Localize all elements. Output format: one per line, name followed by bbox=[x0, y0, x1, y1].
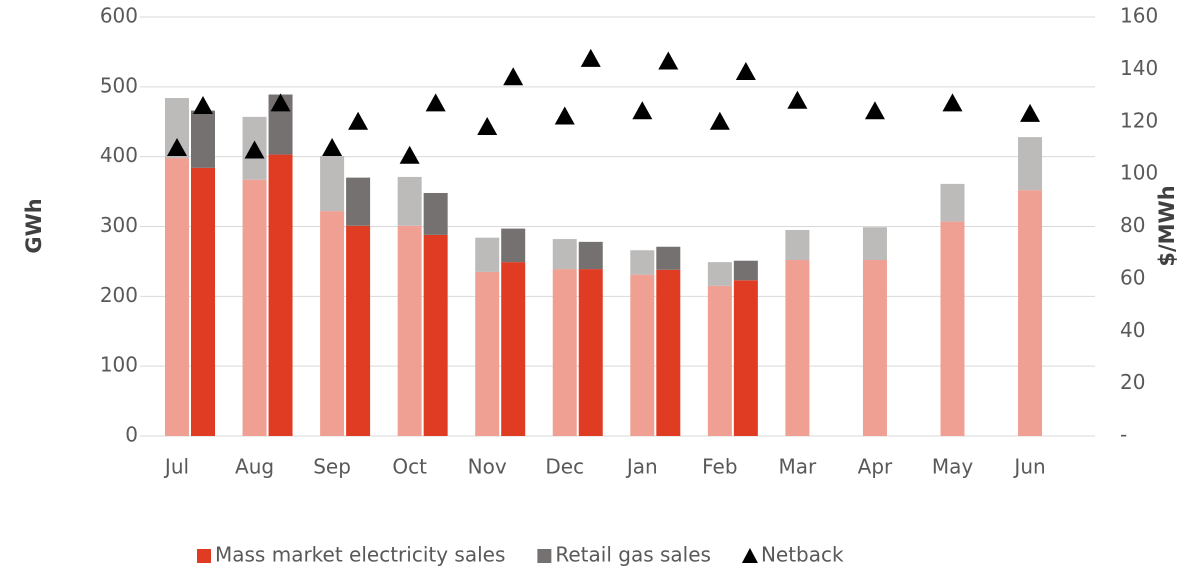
legend-label: Mass market electricity sales bbox=[215, 543, 505, 567]
bar-segment bbox=[707, 285, 732, 436]
x-tick-label: Mar bbox=[779, 455, 818, 479]
netback-marker bbox=[167, 137, 187, 156]
legend-label: Retail gas sales bbox=[555, 543, 711, 567]
y-tick-label: 500 bbox=[100, 73, 138, 97]
netback-marker bbox=[787, 90, 808, 109]
netback-marker bbox=[709, 111, 730, 130]
bar-segment bbox=[191, 167, 215, 436]
bar-segment bbox=[707, 262, 732, 286]
y2-tick-label: 120 bbox=[1120, 108, 1158, 132]
y-tick-label: 600 bbox=[100, 4, 138, 28]
netback-marker bbox=[632, 101, 653, 120]
y-tick-label: 100 bbox=[100, 353, 138, 377]
netback-marker bbox=[554, 106, 575, 125]
bar-segment bbox=[1018, 137, 1043, 191]
y2-tick-label: 80 bbox=[1120, 213, 1145, 237]
bar-segment bbox=[191, 110, 215, 168]
netback-marker bbox=[864, 101, 885, 120]
bar-segment bbox=[940, 183, 965, 222]
x-tick-label: Nov bbox=[468, 455, 507, 479]
bar-segment bbox=[656, 269, 681, 436]
x-tick-label: Jul bbox=[163, 455, 189, 479]
y2-tick-label: 160 bbox=[1120, 4, 1158, 28]
netback-marker bbox=[270, 93, 291, 112]
y-tick-label: 200 bbox=[100, 283, 138, 307]
bar-segment bbox=[268, 154, 293, 437]
bar-segment bbox=[320, 211, 345, 436]
y2-tick-label: 60 bbox=[1120, 265, 1145, 289]
y2-tick-label: - bbox=[1120, 423, 1127, 447]
netback-marker bbox=[942, 93, 963, 112]
y-tick-label: 0 bbox=[125, 423, 138, 447]
y2-tick-label: 100 bbox=[1120, 161, 1158, 185]
bar-segment bbox=[630, 250, 655, 275]
netback-marker bbox=[580, 48, 601, 67]
bar-segment bbox=[733, 280, 758, 436]
bar-segment bbox=[630, 274, 655, 436]
x-tick-label: Aug bbox=[235, 455, 274, 479]
bar-segment bbox=[552, 269, 577, 436]
y-axis-title: GWh bbox=[22, 198, 46, 253]
netback-marker bbox=[503, 67, 524, 86]
bar-segment bbox=[501, 262, 526, 436]
netback-marker bbox=[1020, 103, 1041, 122]
y2-tick-label: 20 bbox=[1120, 370, 1145, 394]
bar-segment bbox=[733, 260, 758, 281]
bar-segment bbox=[785, 229, 810, 261]
bar-segment bbox=[475, 237, 500, 272]
bar-segment bbox=[578, 241, 603, 270]
bar-segment bbox=[242, 179, 267, 436]
x-tick-label: Feb bbox=[702, 455, 737, 479]
bar-segment bbox=[785, 260, 810, 436]
bar-segment bbox=[940, 221, 965, 436]
bar-segment bbox=[423, 192, 448, 235]
netback-marker bbox=[477, 116, 498, 135]
netback-marker bbox=[425, 93, 446, 112]
legend-swatch bbox=[197, 549, 211, 563]
bar-segment bbox=[165, 158, 189, 436]
netback-marker bbox=[193, 96, 213, 115]
y-tick-label: 400 bbox=[100, 143, 138, 167]
bar-segment bbox=[475, 271, 500, 436]
netback-marker bbox=[399, 145, 420, 164]
x-tick-label: May bbox=[932, 455, 974, 479]
netback-marker bbox=[658, 51, 679, 70]
x-tick-label: Jun bbox=[1012, 455, 1045, 479]
legend-swatch bbox=[537, 549, 552, 563]
bar-segment bbox=[320, 155, 345, 212]
bar-segment bbox=[346, 225, 371, 436]
y2-tick-label: 40 bbox=[1120, 318, 1145, 342]
netback-marker bbox=[348, 111, 369, 130]
bar-segment bbox=[397, 225, 422, 436]
bar-segment bbox=[862, 227, 887, 261]
legend-label: Netback bbox=[761, 543, 844, 567]
y2-axis-title: $/MWh bbox=[1155, 185, 1179, 266]
netback-marker bbox=[322, 137, 343, 156]
bar-segment bbox=[862, 260, 887, 436]
netback-marker bbox=[735, 61, 756, 80]
x-tick-label: Jan bbox=[625, 455, 658, 479]
x-tick-label: Dec bbox=[545, 455, 584, 479]
x-tick-label: Oct bbox=[392, 455, 427, 479]
legend-marker bbox=[741, 548, 758, 563]
netback-marker bbox=[244, 140, 265, 159]
bar-segment bbox=[501, 228, 526, 263]
bar-segment bbox=[656, 246, 681, 270]
x-tick-label: Sep bbox=[313, 455, 351, 479]
bar-segment bbox=[397, 176, 422, 226]
bar-segment bbox=[346, 177, 371, 226]
bar-segment bbox=[578, 269, 603, 436]
bar-segment bbox=[1018, 190, 1043, 436]
y2-tick-label: 140 bbox=[1120, 56, 1158, 80]
bar-segment bbox=[423, 234, 448, 436]
x-tick-label: Apr bbox=[858, 455, 893, 479]
bar-segment bbox=[552, 239, 577, 270]
y-tick-label: 300 bbox=[100, 213, 138, 237]
